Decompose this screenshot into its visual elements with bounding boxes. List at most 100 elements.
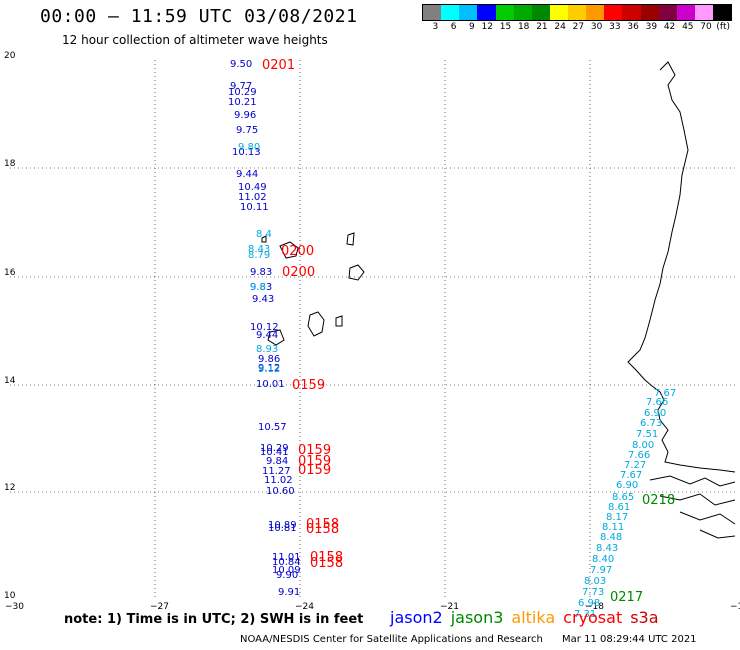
jason2-label: 9.75 <box>236 125 258 136</box>
jason2-label: 11.27 <box>262 466 291 477</box>
color-scale-bar <box>422 4 732 21</box>
x-tick-label: −30 <box>5 602 24 612</box>
color-scale-swatch <box>477 5 496 20</box>
cyan-track-label: 7.31 <box>574 609 596 620</box>
cyan-track-label: 7.66 <box>628 450 650 461</box>
jason2-label: 9.83 <box>250 282 272 293</box>
island <box>346 232 355 246</box>
jason2-label: 10.41 <box>260 447 289 458</box>
guinea-coast <box>649 475 736 539</box>
jason2-label: 11.02 <box>264 475 293 486</box>
y-tick-label: 16 <box>4 268 16 278</box>
color-scale-swatch <box>513 5 532 20</box>
color-scale-swatch <box>694 5 713 20</box>
jason2-label: 9.84 <box>266 456 288 467</box>
island <box>348 264 365 281</box>
pass-time-label: 0159 <box>298 454 331 469</box>
cyan-track-label: 8.03 <box>584 576 606 587</box>
jason2-label: 11.02 <box>238 192 267 203</box>
color-scale-label: 39 <box>645 22 658 32</box>
x-tick-label: −18 <box>585 602 604 612</box>
color-scale-swatch <box>549 5 568 20</box>
color-scale-label: 42 <box>663 22 676 32</box>
x-tick-label: −21 <box>440 602 459 612</box>
cyan-track-label: 8.48 <box>600 532 622 543</box>
jason2-label: 9.96 <box>234 110 256 121</box>
pass-time-label: 0158 <box>310 556 343 571</box>
color-scale-swatch <box>423 5 442 20</box>
pass-time-label: 0218 <box>642 493 675 508</box>
color-scale-label: 9 <box>468 22 475 32</box>
cyan-track-label: 9.8 <box>250 282 266 293</box>
color-scale-swatch <box>640 5 659 20</box>
africa-coast <box>627 61 736 473</box>
color-scale-label: 21 <box>536 22 548 32</box>
color-scale-label: 27 <box>572 22 585 32</box>
color-scale-label: 12 <box>481 22 493 32</box>
pass-time-label: 0200 <box>281 244 314 259</box>
x-tick-label: −24 <box>295 602 314 612</box>
y-tick-label: 12 <box>4 483 15 493</box>
pass-labels: 0201020002000159015901590159015801580158… <box>262 58 675 605</box>
cyan-track-label: 8.43 <box>596 543 618 554</box>
color-scale-label: 15 <box>499 22 512 32</box>
jason2-label: 10.01 <box>256 379 285 390</box>
cyan-track-label: 7.73 <box>582 587 604 598</box>
cyan-track-label: 9.12 <box>258 364 280 375</box>
pass-time-label: 0200 <box>282 265 315 280</box>
legend-altika: altika <box>511 608 556 627</box>
cyan-track-label: 9.80 <box>238 142 260 153</box>
color-scale-swatch <box>713 5 732 20</box>
jason2-label: 10.13 <box>232 147 261 158</box>
color-scale-swatch <box>676 5 695 20</box>
jason2-label: 9.77 <box>230 81 252 92</box>
color-scale-label: 36 <box>627 22 639 32</box>
jason2-label: 10.11 <box>240 202 269 213</box>
jason2-label: 9.90 <box>276 570 298 581</box>
island <box>335 315 343 327</box>
jason2-label: 10.81 <box>268 523 297 534</box>
track-labels: 9.509.7710.2910.219.969.7510.139.4410.49… <box>228 59 676 620</box>
color-scale-label: 24 <box>554 22 566 32</box>
color-scale-label: 18 <box>517 22 530 32</box>
color-scale-swatch <box>622 5 641 20</box>
satellite-legend: jason2 jason3 altika cryosat s3a <box>390 608 667 627</box>
color-scale-swatch <box>441 5 460 20</box>
y-tick-label: 20 <box>4 51 16 61</box>
jason2-label: 11.01 <box>272 552 301 563</box>
jason2-label: 10.09 <box>272 565 301 576</box>
jason2-label: 9.91 <box>278 587 300 598</box>
y-tick-label: 14 <box>4 376 16 386</box>
pass-time-label: 0159 <box>292 378 325 393</box>
pass-time-label: 0201 <box>262 58 295 73</box>
jason2-label: 10.57 <box>258 422 287 433</box>
color-scale-label: (ft) <box>716 22 730 32</box>
cyan-track-label: 8.79 <box>248 250 270 261</box>
jason2-label: 9.50 <box>230 59 252 70</box>
color-scale-label: 30 <box>590 22 603 32</box>
jason2-label: 10.84 <box>272 557 301 568</box>
island <box>261 235 267 243</box>
legend-jason2: jason2 <box>390 608 443 627</box>
coastline <box>261 61 736 539</box>
cyan-track-label: 7.97 <box>590 565 612 576</box>
color-scale-swatch <box>586 5 605 20</box>
color-scale-swatch <box>658 5 677 20</box>
note-text: note: 1) Time is in UTC; 2) SWH is in fe… <box>64 612 364 627</box>
legend-s3a: s3a <box>630 608 659 627</box>
cyan-track-label: 7.27 <box>624 460 646 471</box>
color-scale-label: 45 <box>682 22 694 32</box>
cyan-track-label: 7.67 <box>620 470 642 481</box>
cyan-track-label: 8.43 <box>248 244 270 255</box>
pass-time-label: 0159 <box>298 463 331 478</box>
footer: NOAA/NESDIS Center for Satellite Applica… <box>240 634 697 645</box>
jason2-label: 9.83 <box>250 267 272 278</box>
axis-ticks: −30 −27 −24 −21 −18 −15 20 18 16 14 12 10 <box>4 51 740 612</box>
footer-credit: NOAA/NESDIS Center for Satellite Applica… <box>240 634 543 645</box>
color-scale-swatch <box>568 5 587 20</box>
footer-timestamp: Mar 11 08:29:44 UTC 2021 <box>562 634 697 645</box>
cyan-track-label: 7.67 <box>654 388 676 399</box>
color-scale-swatch <box>495 5 514 20</box>
map-grid <box>10 60 735 600</box>
